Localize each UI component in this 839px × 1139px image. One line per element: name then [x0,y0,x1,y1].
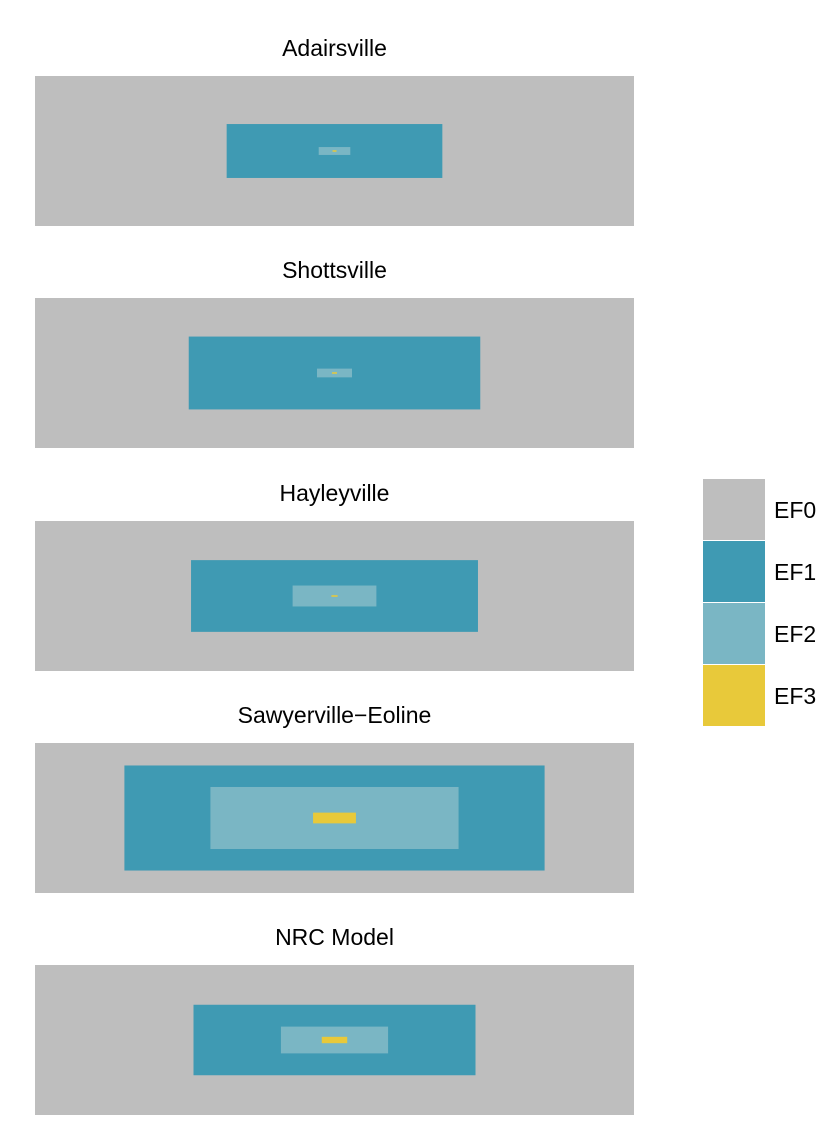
chart-legend: EF0 EF1 EF2 EF3 [703,479,816,726]
ef3-area-rect [331,595,338,597]
panel: Hayleyville [35,480,634,671]
ef3-area-rect [332,150,337,152]
legend-label-ef0: EF0 [774,497,816,523]
panel-title: NRC Model [275,924,394,950]
legend-swatch-ef3 [703,665,765,726]
ef3-area-rect [313,812,356,824]
legend-swatch-ef2 [703,603,765,664]
panel: Sawyerville−Eoline [35,702,634,893]
legend-label-ef1: EF1 [774,559,816,585]
chart-panels: Adairsville Shottsville Hayleyville Sawyerv… [35,35,634,1115]
panel: Shottsville [35,257,634,448]
legend-label-ef3: EF3 [774,683,816,709]
panel: Adairsville [35,35,634,226]
legend-swatch-ef0 [703,479,765,540]
legend-label-ef2: EF2 [774,621,816,647]
legend-swatch-ef1 [703,541,765,602]
panel-title: Sawyerville−Eoline [238,702,432,728]
ef3-area-rect [321,1036,348,1044]
panel: NRC Model [35,924,634,1115]
panel-title: Adairsville [282,35,387,61]
panel-title: Shottsville [282,257,387,283]
ef3-area-rect [332,372,337,374]
panel-title: Hayleyville [280,480,390,506]
